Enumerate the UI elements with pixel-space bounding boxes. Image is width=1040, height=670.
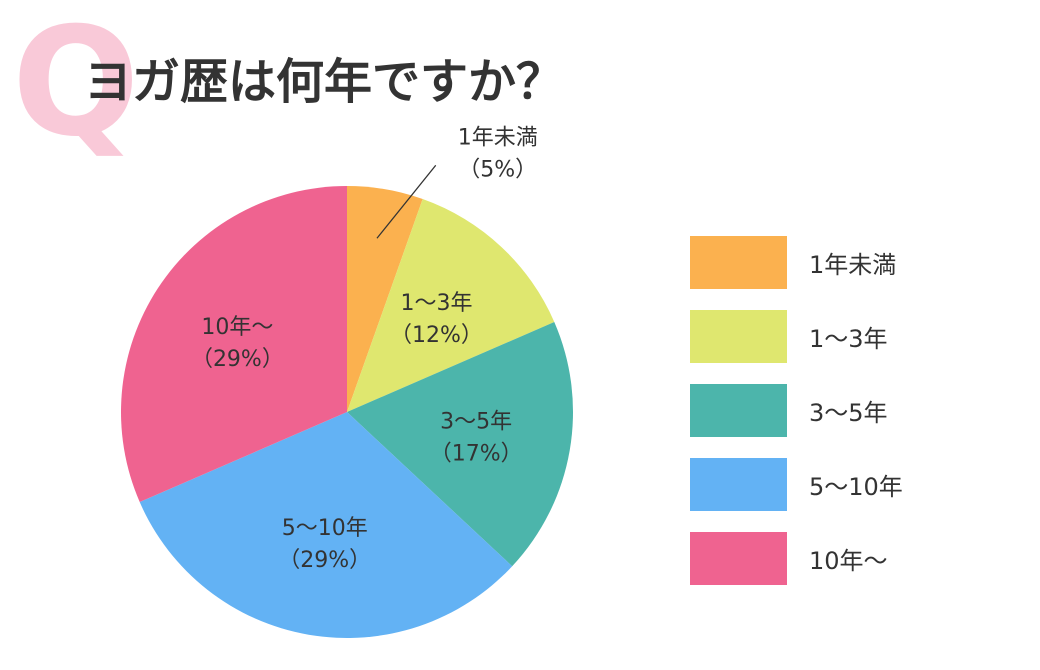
legend-item: 10年〜 (690, 532, 903, 585)
pie-slice (121, 186, 347, 503)
legend-label: 1〜3年 (809, 325, 888, 353)
slice-pct-label: （5%） (458, 157, 537, 182)
legend-item: 3〜5年 (690, 384, 903, 437)
slice-label: 10年〜 (201, 315, 273, 340)
slice-label: 5〜10年 (282, 516, 368, 541)
legend-swatch (690, 310, 787, 363)
slice-pct-label: （29%） (191, 347, 284, 372)
pie-slice (347, 199, 555, 412)
legend-label: 5〜10年 (809, 473, 903, 501)
slice-pct-label: （17%） (430, 441, 523, 466)
legend-item: 5〜10年 (690, 458, 903, 511)
legend-swatch (690, 384, 787, 437)
callout-line (376, 164, 437, 239)
chart-title: ヨガ歴は何年ですか？ (84, 54, 565, 110)
slice-label: 3〜5年 (440, 409, 512, 434)
legend-swatch (690, 458, 787, 511)
slice-pct-label: （12%） (390, 323, 483, 348)
pie-slice (139, 412, 513, 638)
legend-label: 10年〜 (809, 547, 888, 575)
legend-swatch (690, 236, 787, 289)
legend-label: 3〜5年 (809, 399, 888, 427)
legend-item: 1〜3年 (690, 310, 903, 363)
legend: 1年未満 1〜3年 3〜5年 5〜10年 10年〜 (690, 236, 903, 606)
legend-label: 1年未満 (809, 251, 897, 279)
pie-slice (347, 321, 574, 567)
slice-label: 1〜3年 (400, 291, 472, 316)
legend-swatch (690, 532, 787, 585)
legend-item: 1年未満 (690, 236, 903, 289)
slice-label: 1年未満 (458, 125, 538, 150)
slice-pct-label: （29%） (278, 548, 371, 573)
pie-slice (347, 186, 423, 412)
q-mark: Q (12, 0, 140, 170)
